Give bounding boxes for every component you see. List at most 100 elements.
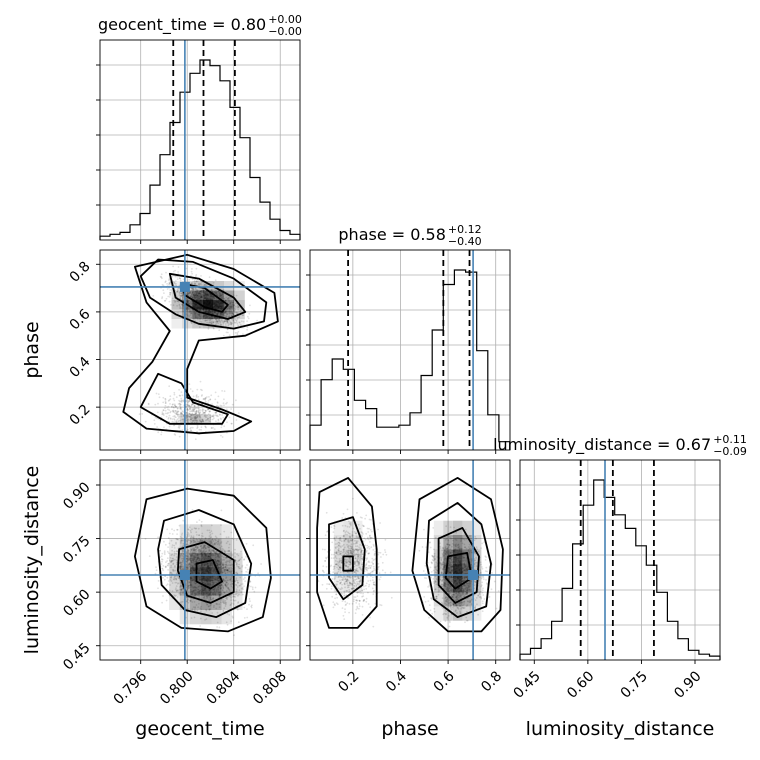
scatter-point	[169, 398, 172, 401]
scatter-point	[230, 577, 233, 580]
scatter-point	[190, 312, 193, 315]
scatter-point	[334, 546, 337, 549]
scatter-point	[225, 597, 227, 600]
scatter-point	[233, 309, 236, 312]
scatter-point	[220, 426, 223, 429]
scatter-point	[219, 547, 222, 549]
scatter-point	[195, 410, 198, 412]
scatter-point	[452, 594, 455, 596]
scatter-point	[164, 401, 167, 404]
scatter-point	[332, 601, 335, 604]
scatter-point	[347, 597, 350, 599]
scatter-point	[364, 538, 367, 541]
scatter-point	[186, 585, 189, 587]
scatter-point	[154, 403, 157, 406]
scatter-point	[204, 537, 207, 540]
scatter-point	[174, 275, 177, 278]
scatter-point	[186, 419, 189, 422]
scatter-point	[189, 388, 192, 390]
scatter-point	[456, 598, 458, 601]
scatter-point	[182, 415, 185, 417]
scatter-point	[182, 411, 185, 413]
scatter-point	[178, 415, 181, 418]
scatter-point	[356, 605, 359, 608]
scatter-point	[341, 554, 343, 557]
scatter-point	[180, 293, 183, 295]
scatter-point	[361, 563, 363, 566]
scatter-point	[190, 311, 193, 313]
scatter-point	[206, 595, 209, 598]
scatter-point	[165, 412, 167, 415]
scatter-point	[455, 596, 458, 598]
scatter-point	[211, 612, 214, 614]
scatter-point	[242, 320, 245, 323]
scatter-point	[212, 414, 215, 416]
scatter-point	[238, 567, 241, 570]
scatter-point	[187, 559, 190, 562]
scatter-point	[196, 546, 199, 548]
scatter-point	[217, 395, 220, 398]
scatter-point	[226, 297, 229, 300]
scatter-point	[346, 551, 349, 553]
scatter-point	[185, 412, 188, 414]
scatter-point	[186, 555, 189, 558]
scatter-point	[188, 419, 190, 422]
scatter-point	[191, 548, 194, 551]
scatter-point	[480, 597, 483, 600]
scatter-point	[224, 583, 227, 585]
scatter-point	[337, 562, 339, 565]
scatter-point	[191, 551, 194, 554]
scatter-point	[224, 309, 227, 312]
scatter-point	[348, 535, 351, 538]
scatter-point	[198, 415, 201, 418]
scatter-point	[179, 586, 181, 588]
scatter-point	[174, 269, 177, 272]
scatter-point	[228, 296, 230, 299]
scatter-point	[202, 551, 205, 554]
scatter-point	[176, 290, 179, 293]
scatter-point	[461, 547, 463, 550]
scatter-point	[191, 409, 194, 411]
scatter-point	[204, 414, 207, 417]
scatter-point	[221, 589, 224, 592]
scatter-point	[175, 396, 178, 398]
scatter-point	[203, 549, 206, 551]
scatter-point	[341, 600, 344, 602]
scatter-point	[190, 290, 193, 293]
scatter-point	[234, 548, 236, 551]
scatter-point	[186, 411, 188, 414]
scatter-point	[188, 562, 191, 565]
scatter-point	[336, 596, 338, 599]
scatter-point	[449, 536, 451, 538]
scatter-point	[218, 603, 221, 606]
scatter-point	[160, 563, 163, 565]
scatter-point	[230, 310, 233, 313]
scatter-point	[166, 564, 169, 567]
scatter-point	[465, 605, 468, 607]
scatter-point	[172, 557, 175, 560]
scatter-point	[243, 617, 246, 619]
scatter-point	[188, 553, 191, 556]
scatter-point	[172, 270, 175, 273]
scatter-point	[180, 554, 183, 557]
scatter-point	[198, 413, 201, 415]
scatter-point	[195, 527, 198, 530]
scatter-point	[234, 302, 237, 305]
scatter-point	[235, 399, 237, 402]
scatter-point	[488, 596, 491, 598]
scatter-point	[237, 595, 239, 597]
scatter-point	[365, 597, 368, 600]
scatter-point	[322, 570, 325, 573]
scatter-point	[452, 593, 454, 596]
scatter-point	[256, 319, 258, 322]
scatter-point	[215, 411, 217, 414]
scatter-point	[200, 282, 202, 285]
scatter-point	[171, 544, 174, 546]
scatter-point	[203, 414, 206, 416]
scatter-point	[215, 607, 218, 610]
scatter-point	[181, 550, 184, 553]
scatter-point	[209, 410, 212, 413]
scatter-point	[221, 583, 224, 586]
scatter-point	[346, 553, 348, 556]
scatter-point	[181, 545, 184, 548]
